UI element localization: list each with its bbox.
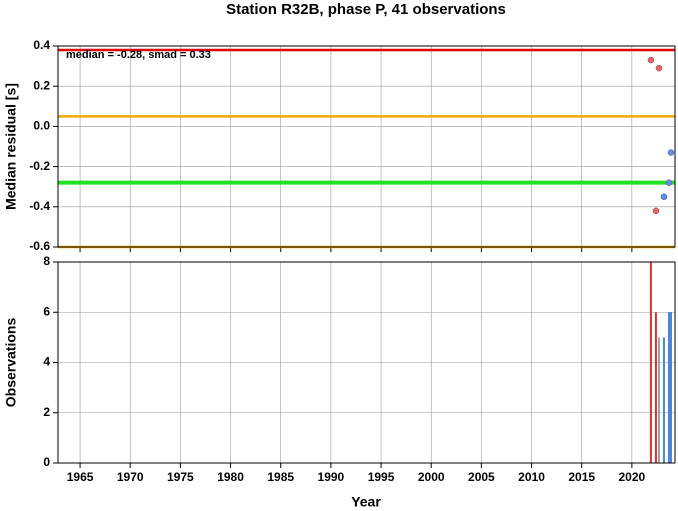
y-tick-label: 6 bbox=[43, 304, 50, 318]
x-tick-label: 1965 bbox=[67, 470, 94, 484]
point bbox=[667, 149, 675, 156]
x-tick-label: 2005 bbox=[468, 470, 495, 484]
y-tick-label: -0.4 bbox=[29, 199, 50, 213]
x-tick-label: 2000 bbox=[418, 470, 445, 484]
bar bbox=[669, 312, 672, 463]
y-tick-label: 0.0 bbox=[33, 119, 50, 133]
y-tick-label: -0.2 bbox=[29, 159, 50, 173]
x-tick-label: 1985 bbox=[267, 470, 294, 484]
chart-title: Station R32B, phase P, 41 observations bbox=[226, 1, 506, 18]
x-tick-label: 1970 bbox=[117, 470, 144, 484]
y-axis-label: Observations bbox=[3, 318, 19, 408]
y-tick-label: 0.2 bbox=[33, 78, 50, 92]
plot-frame bbox=[57, 45, 676, 248]
point bbox=[647, 56, 655, 64]
y-tick-label: 0 bbox=[43, 455, 50, 469]
y-tick-label: 4 bbox=[43, 355, 50, 369]
bar bbox=[657, 337, 660, 463]
x-tick-label: 1995 bbox=[368, 470, 395, 484]
bar bbox=[649, 262, 652, 463]
x-axis-label: Year bbox=[351, 494, 381, 510]
point bbox=[665, 179, 673, 186]
y-axis-label: Median residual [s] bbox=[3, 83, 19, 210]
x-tick-label: 2010 bbox=[518, 470, 545, 484]
bar bbox=[667, 312, 670, 463]
y-tick-label: 0.4 bbox=[33, 38, 50, 52]
point bbox=[660, 193, 668, 200]
point bbox=[652, 207, 660, 215]
x-tick-label: 2020 bbox=[619, 470, 646, 484]
x-tick-label: 1975 bbox=[167, 470, 194, 484]
y-tick-label: 2 bbox=[43, 405, 50, 419]
x-tick-label: 1980 bbox=[217, 470, 244, 484]
annotation: median = -0.28, smad = 0.33 bbox=[66, 49, 211, 61]
bar bbox=[654, 312, 657, 463]
point bbox=[655, 64, 663, 72]
x-tick-label: 1990 bbox=[318, 470, 345, 484]
x-tick-label: 2015 bbox=[568, 470, 595, 484]
y-tick-label: -0.6 bbox=[29, 239, 50, 253]
bar bbox=[662, 337, 665, 463]
plot-frame bbox=[57, 261, 676, 464]
y-tick-label: 8 bbox=[43, 254, 50, 268]
